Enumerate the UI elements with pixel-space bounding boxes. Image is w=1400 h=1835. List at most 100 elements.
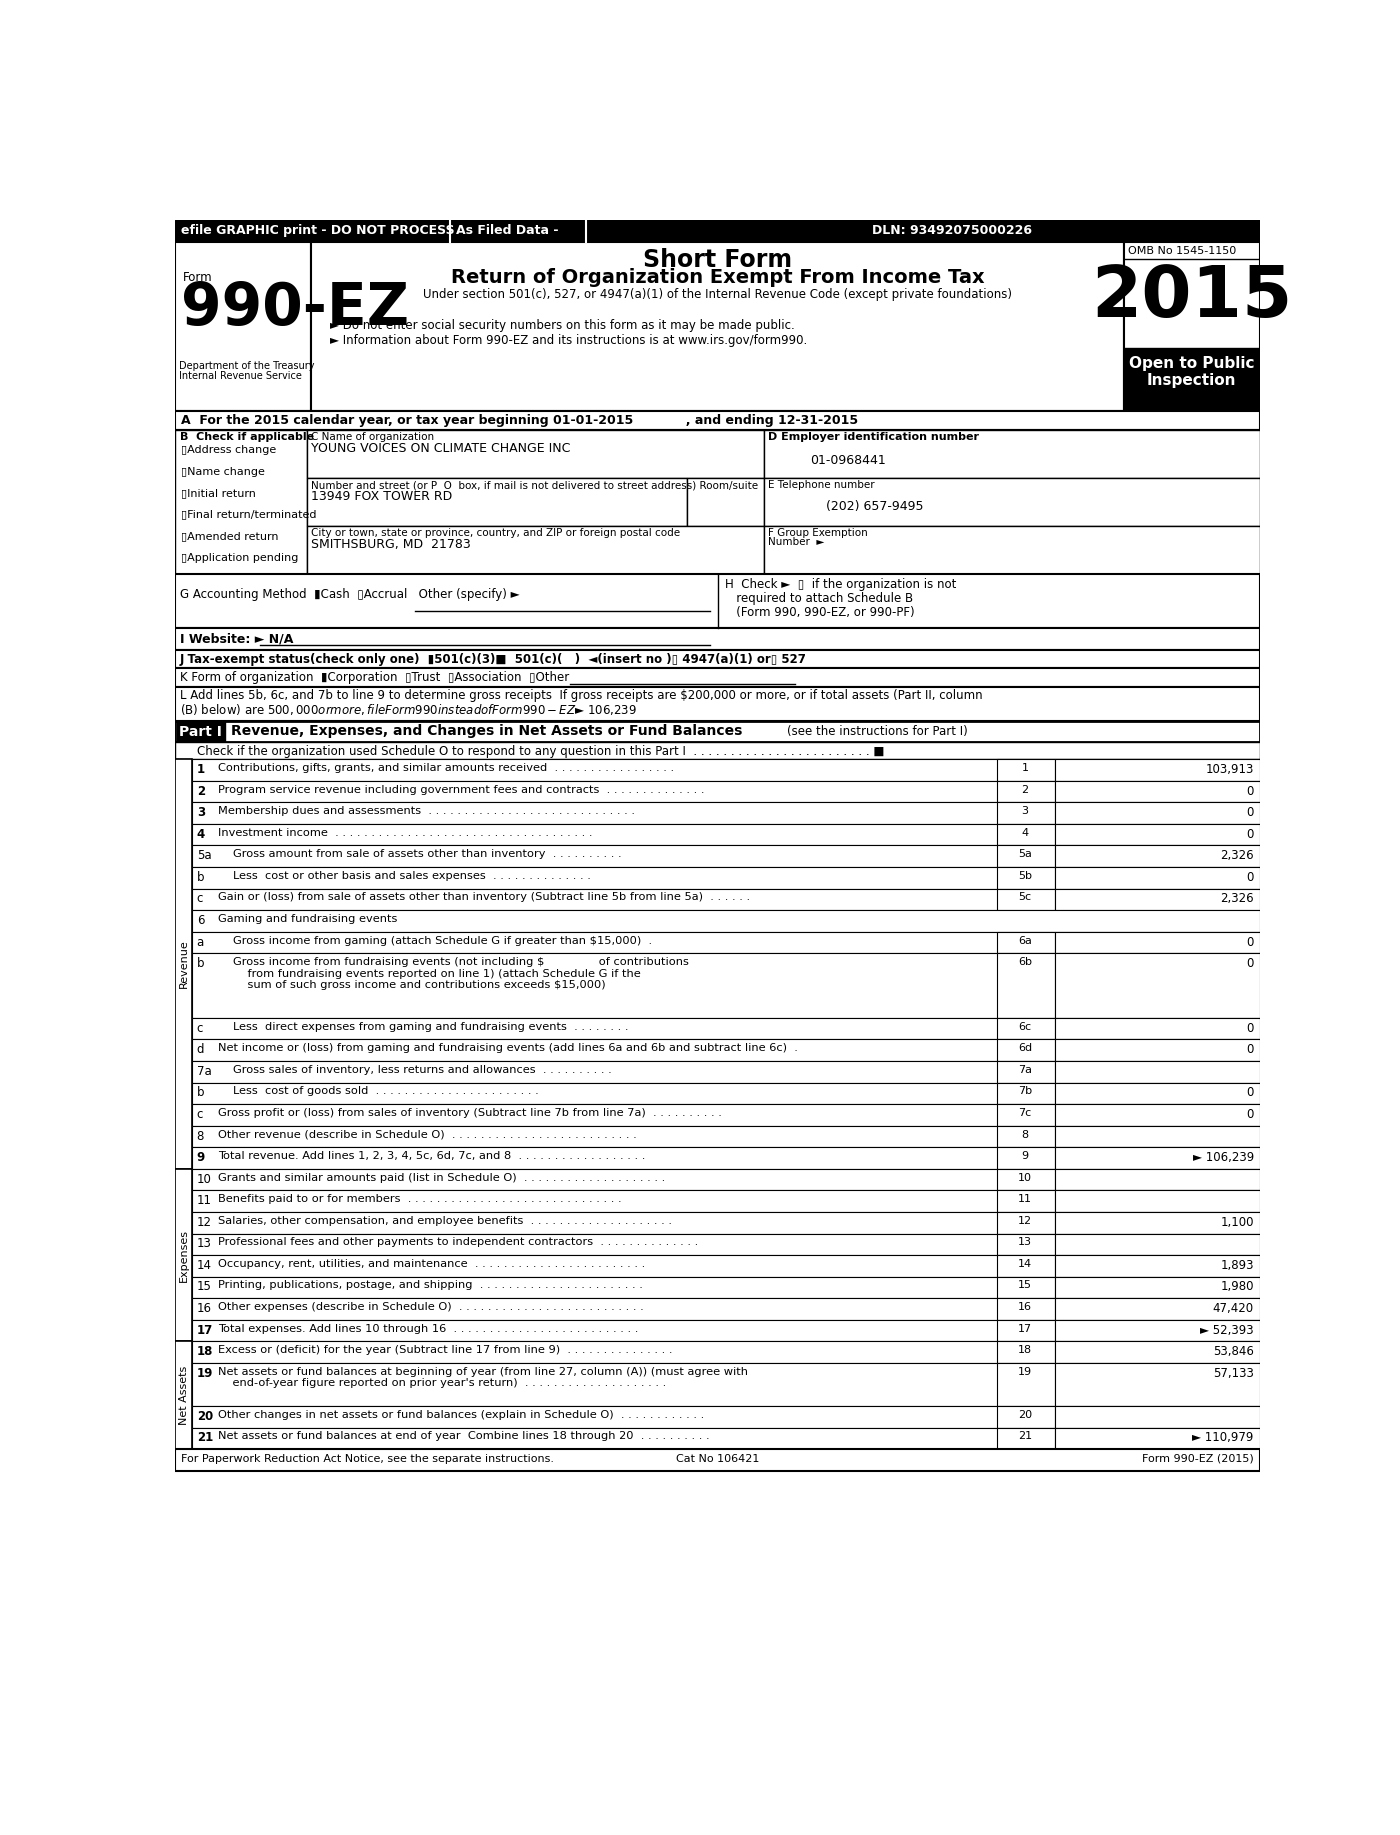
Text: 10: 10 [1018,1173,1032,1184]
Text: Net assets or fund balances at beginning of year (from line 27, column (A)) (mus: Net assets or fund balances at beginning… [217,1367,748,1389]
Bar [1054,1233,1260,1255]
Bar [1054,1018,1260,1039]
Text: I Website: ► N/A: I Website: ► N/A [179,631,293,646]
Text: Gross income from fundraising events (not including $               of contribut: Gross income from fundraising events (no… [234,958,689,991]
Text: Form: Form [183,272,213,284]
Bar [192,1363,1260,1406]
Bar [997,1125,1054,1147]
Text: Salaries, other compensation, and employee benefits  . . . . . . . . . . . . . .: Salaries, other compensation, and employ… [217,1217,672,1226]
Text: Form 990-EZ (2015): Form 990-EZ (2015) [1142,1453,1254,1464]
Text: 3: 3 [1022,806,1029,817]
Text: J Tax-exempt status(check only one)  ▮501(c)(3)■  501(c)(   )  ◄(insert no )▯ 49: J Tax-exempt status(check only one) ▮501… [179,653,806,666]
Text: Revenue: Revenue [179,940,189,989]
Bar [1054,1428,1260,1450]
Text: 1,100: 1,100 [1221,1217,1254,1229]
Text: Gross amount from sale of assets other than inventory  . . . . . . . . . .: Gross amount from sale of assets other t… [234,850,622,859]
Bar [997,1083,1054,1105]
Text: Under section 501(c), 527, or 4947(a)(1) of the Internal Revenue Code (except pr: Under section 501(c), 527, or 4947(a)(1)… [423,288,1012,301]
Bar [1054,1039,1260,1061]
Bar [1054,1105,1260,1125]
Text: Department of the Treasury: Department of the Treasury [179,361,315,371]
Text: b: b [196,958,204,971]
Text: Number and street (or P  O  box, if mail is not delivered to street address) Roo: Number and street (or P O box, if mail i… [311,481,757,490]
Text: DLN: 93492075000226: DLN: 93492075000226 [872,224,1033,237]
Text: Net assets or fund balances at end of year  Combine lines 18 through 20  . . . .: Net assets or fund balances at end of ye… [217,1431,710,1442]
Text: Check if the organization used Schedule O to respond to any question in this Par: Check if the organization used Schedule … [196,745,885,758]
Text: 0: 0 [1246,806,1254,818]
Text: ► Do not enter social security numbers on this form as it may be made public.: ► Do not enter social security numbers o… [330,319,795,332]
Bar [175,686,1260,721]
Text: 01-0968441: 01-0968441 [811,455,886,468]
Text: 13: 13 [1018,1237,1032,1248]
Text: OMB No 1545-1150: OMB No 1545-1150 [1128,246,1236,255]
Text: 19: 19 [1018,1367,1032,1376]
Bar [1054,1255,1260,1277]
Text: 11: 11 [1018,1195,1032,1204]
Text: 7b: 7b [1018,1086,1032,1097]
Text: Gain or (loss) from sale of assets other than inventory (Subtract line 5b from l: Gain or (loss) from sale of assets other… [217,892,750,903]
Text: 53,846: 53,846 [1212,1345,1254,1358]
Text: 15: 15 [196,1281,211,1294]
Text: 0: 0 [1246,1022,1254,1035]
Bar [192,1018,1260,1039]
Bar [1124,242,1260,411]
Bar [192,888,1260,910]
Text: 2: 2 [196,785,204,798]
Text: 20: 20 [196,1409,213,1422]
Text: (see the instructions for Part I): (see the instructions for Part I) [787,725,967,738]
Text: Return of Organization Exempt From Income Tax: Return of Organization Exempt From Incom… [451,268,984,286]
Bar [764,479,1260,527]
Bar [997,1211,1054,1233]
Text: (B) below) are $500,000 or more, file Form 990 instead of Form 990-EZ           : (B) below) are $500,000 or more, file Fo… [179,703,637,717]
Text: 6a: 6a [1018,936,1032,945]
Text: 1,893: 1,893 [1221,1259,1254,1272]
Bar [307,429,764,479]
Bar [175,760,192,1169]
Bar [997,888,1054,910]
Text: Net Assets: Net Assets [179,1365,189,1424]
Text: 2015: 2015 [1091,262,1292,332]
Text: Benefits paid to or for members  . . . . . . . . . . . . . . . . . . . . . . . .: Benefits paid to or for members . . . . … [217,1195,622,1204]
Text: E Telephone number: E Telephone number [767,481,875,490]
Text: ▯Address change: ▯Address change [181,446,276,455]
Bar [997,866,1054,888]
Text: Other revenue (describe in Schedule O)  . . . . . . . . . . . . . . . . . . . . : Other revenue (describe in Schedule O) .… [217,1130,637,1140]
Text: 0: 0 [1246,958,1254,971]
Text: Other expenses (describe in Schedule O)  . . . . . . . . . . . . . . . . . . . .: Other expenses (describe in Schedule O) … [217,1303,644,1312]
Bar [1054,1277,1260,1297]
Text: Total expenses. Add lines 10 through 16  . . . . . . . . . . . . . . . . . . . .: Total expenses. Add lines 10 through 16 … [217,1323,638,1334]
Bar [175,668,1260,686]
Text: 2,326: 2,326 [1221,850,1254,862]
Text: ▯Application pending: ▯Application pending [181,552,298,563]
Bar [997,802,1054,824]
Text: Membership dues and assessments  . . . . . . . . . . . . . . . . . . . . . . . .: Membership dues and assessments . . . . … [217,806,634,817]
Bar [997,1341,1054,1363]
Text: 13949 FOX TOWER RD: 13949 FOX TOWER RD [311,490,452,503]
Text: Investment income  . . . . . . . . . . . . . . . . . . . . . . . . . . . . . . .: Investment income . . . . . . . . . . . … [217,828,592,839]
Bar [192,1105,1260,1125]
Text: 9: 9 [1022,1151,1029,1162]
Bar [1054,866,1260,888]
Text: 0: 0 [1246,1044,1254,1057]
Text: c: c [196,1108,203,1121]
Bar [997,846,1054,866]
Bar [1054,846,1260,866]
Bar [997,780,1054,802]
Text: 1: 1 [1022,763,1029,773]
Bar [192,1341,1260,1363]
Text: 6d: 6d [1018,1044,1032,1053]
Bar [997,824,1054,846]
Text: 2,326: 2,326 [1221,892,1254,905]
Text: D Employer identification number: D Employer identification number [767,431,979,442]
Bar [1054,1125,1260,1147]
Bar [997,932,1054,952]
Text: 12: 12 [196,1217,211,1229]
Text: 20: 20 [1018,1409,1032,1420]
Text: 5b: 5b [1018,872,1032,881]
Text: a: a [196,936,204,949]
Text: 18: 18 [1018,1345,1032,1356]
Text: 1,980: 1,980 [1221,1281,1254,1294]
Text: F Group Exemption: F Group Exemption [767,528,868,538]
Bar [1054,824,1260,846]
Bar [192,910,1260,932]
